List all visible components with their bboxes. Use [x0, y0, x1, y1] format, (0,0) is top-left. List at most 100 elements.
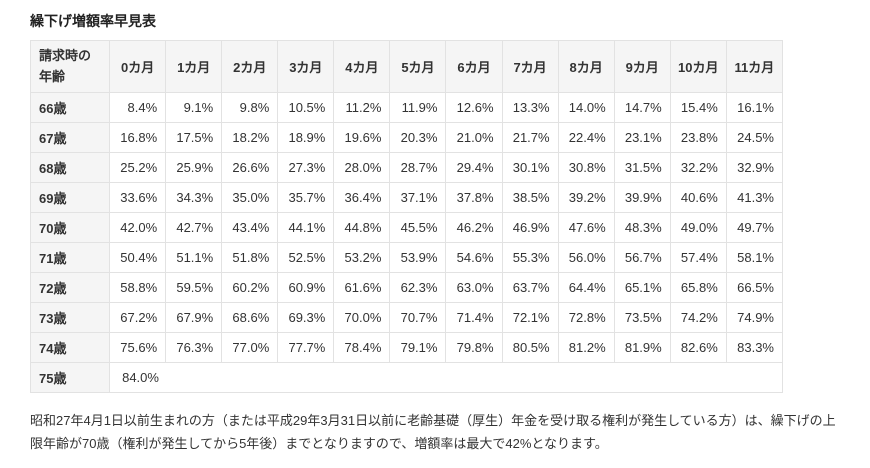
table-head: 請求時の年齢 0カ月 1カ月 2カ月 3カ月 4カ月 5カ月 6カ月 7カ月 8カ月 9カ月 10カ…: [29, 40, 784, 93]
rate-cell: 81.9%: [613, 332, 671, 363]
rate-cell: 72.8%: [557, 302, 615, 333]
table-row: 72歳 58.8% 59.5% 60.2% 60.9% 61.6% 62.3% 63.0% 63…: [29, 272, 784, 303]
rate-cell: 19.6%: [333, 122, 391, 153]
rate-cell: 25.2%: [109, 152, 167, 183]
rate-cell: 11.2%: [333, 92, 391, 123]
rate-cell: 34.3%: [165, 182, 223, 213]
rate-cell: 24.5%: [725, 122, 784, 153]
rate-cell: 21.0%: [445, 122, 503, 153]
rate-cell: 32.2%: [669, 152, 727, 183]
rate-cell: 8.4%: [109, 92, 167, 123]
rate-cell: 14.0%: [557, 92, 615, 123]
rate-cell: 41.3%: [725, 182, 784, 213]
rate-cell: 14.7%: [613, 92, 671, 123]
rate-cell: 39.2%: [557, 182, 615, 213]
rate-cell: 32.9%: [725, 152, 784, 183]
rate-cell: 42.0%: [109, 212, 167, 243]
rate-cell: 23.8%: [669, 122, 727, 153]
rate-cell: 11.9%: [389, 92, 447, 123]
rate-cell: 80.5%: [501, 332, 559, 363]
rate-cell: 21.7%: [501, 122, 559, 153]
month-column-header: 6カ月: [445, 40, 503, 93]
rate-cell: 46.9%: [501, 212, 559, 243]
rate-cell: 28.7%: [389, 152, 447, 183]
rate-cell: 9.8%: [221, 92, 279, 123]
age-row-header: 73歳: [29, 302, 111, 333]
rate-cell: 36.4%: [333, 182, 391, 213]
rate-cell: 49.0%: [669, 212, 727, 243]
rate-cell: 51.8%: [221, 242, 279, 273]
footnote-text: 昭和27年4月1日以前生まれの方（または平成29年3月31日以前に老齢基礎（厚生…: [30, 413, 836, 451]
rate-cell: 62.3%: [389, 272, 447, 303]
rate-cell: 63.7%: [501, 272, 559, 303]
rate-cell: 51.1%: [165, 242, 223, 273]
rate-cell: 50.4%: [109, 242, 167, 273]
rate-cell: 13.3%: [501, 92, 559, 123]
month-column-header: 3カ月: [277, 40, 335, 93]
rate-cell: 77.0%: [221, 332, 279, 363]
rate-cell: 67.9%: [165, 302, 223, 333]
rate-cell: 59.5%: [165, 272, 223, 303]
rate-cell: 65.1%: [613, 272, 671, 303]
rate-cell: 54.6%: [445, 242, 503, 273]
age-row-header: 67歳: [29, 122, 111, 153]
rate-cell: 20.3%: [389, 122, 447, 153]
rate-cell: 74.9%: [725, 302, 784, 333]
table-row: 67歳 16.8% 17.5% 18.2% 18.9% 19.6% 20.3% 21.0% 21…: [29, 122, 784, 153]
month-column-header: 9カ月: [613, 40, 671, 93]
corner-header-age-at-claim: 請求時の年齢: [29, 40, 111, 93]
month-column-header: 5カ月: [389, 40, 447, 93]
rate-cell: 49.7%: [725, 212, 784, 243]
table-row: 69歳 33.6% 34.3% 35.0% 35.7% 36.4% 37.1% 37.8% 38…: [29, 182, 784, 213]
rate-cell: 26.6%: [221, 152, 279, 183]
table-row: 70歳 42.0% 42.7% 43.4% 44.1% 44.8% 45.5% 46.2% 46…: [29, 212, 784, 243]
rate-cell: 28.0%: [333, 152, 391, 183]
rate-cell: 46.2%: [445, 212, 503, 243]
rate-cell: 76.3%: [165, 332, 223, 363]
rate-cell: 33.6%: [109, 182, 167, 213]
rate-cell: 17.5%: [165, 122, 223, 153]
rate-cell: 65.8%: [669, 272, 727, 303]
month-column-header: 8カ月: [557, 40, 615, 93]
rate-cell: 18.9%: [277, 122, 335, 153]
rate-cell: 69.3%: [277, 302, 335, 333]
rate-cell: 18.2%: [221, 122, 279, 153]
rate-cell: 44.1%: [277, 212, 335, 243]
table-row: 74歳 75.6% 76.3% 77.0% 77.7% 78.4% 79.1% 79.8% 80…: [29, 332, 784, 363]
rate-cell: 79.8%: [445, 332, 503, 363]
rate-cell: 53.2%: [333, 242, 391, 273]
rate-cell: 61.6%: [333, 272, 391, 303]
month-column-header: 2カ月: [221, 40, 279, 93]
table-row: 66歳 8.4% 9.1% 9.8% 10.5% 11.2% 11.9% 12.6% 13.3%…: [29, 92, 784, 123]
rate-cell: 66.5%: [725, 272, 784, 303]
month-column-header: 4カ月: [333, 40, 391, 93]
rate-cell: 22.4%: [557, 122, 615, 153]
page-title: 繰下げ増額率早見表: [30, 13, 156, 29]
rate-cell: 40.6%: [669, 182, 727, 213]
rate-cell: 37.8%: [445, 182, 503, 213]
rate-cell: 82.6%: [669, 332, 727, 363]
rate-cell: 79.1%: [389, 332, 447, 363]
month-column-header: 7カ月: [501, 40, 559, 93]
rate-cell: 37.1%: [389, 182, 447, 213]
table-row: 68歳 25.2% 25.9% 26.6% 27.3% 28.0% 28.7% 29.4% 30…: [29, 152, 784, 183]
rate-cell: 60.9%: [277, 272, 335, 303]
rate-cell: 30.8%: [557, 152, 615, 183]
rate-cell: 25.9%: [165, 152, 223, 183]
rate-cell: 43.4%: [221, 212, 279, 243]
rate-cell: 83.3%: [725, 332, 784, 363]
rate-cell: 12.6%: [445, 92, 503, 123]
month-column-header: 1カ月: [165, 40, 223, 93]
rate-cell: 57.4%: [669, 242, 727, 273]
age-row-header: 68歳: [29, 152, 111, 183]
rate-cell: 23.1%: [613, 122, 671, 153]
table-body: 66歳 8.4% 9.1% 9.8% 10.5% 11.2% 11.9% 12.6% 13.3%…: [29, 92, 784, 393]
rate-cell: 9.1%: [165, 92, 223, 123]
table-row: 73歳 67.2% 67.9% 68.6% 69.3% 70.0% 70.7% 71.4% 72…: [29, 302, 784, 333]
rate-cell: 44.8%: [333, 212, 391, 243]
rate-cell: 27.3%: [277, 152, 335, 183]
rate-cell: 29.4%: [445, 152, 503, 183]
rate-cell: 56.0%: [557, 242, 615, 273]
rate-cell: 31.5%: [613, 152, 671, 183]
rate-cell: 70.0%: [333, 302, 391, 333]
